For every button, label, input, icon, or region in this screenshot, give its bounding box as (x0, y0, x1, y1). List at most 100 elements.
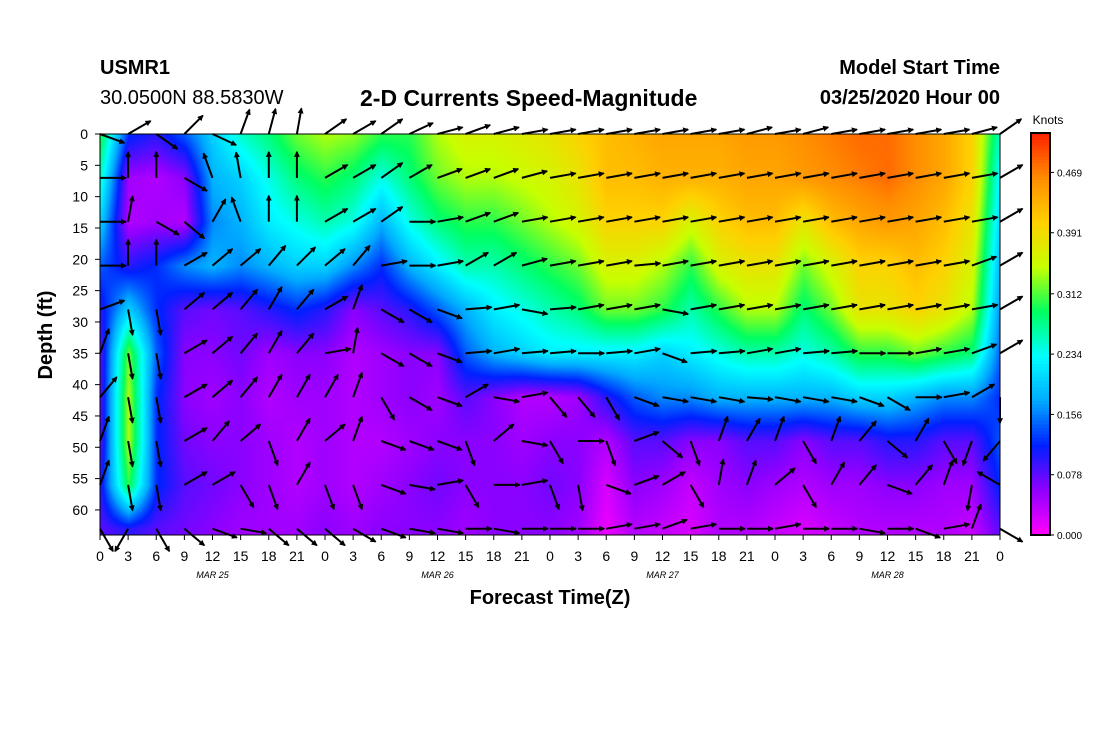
current-vector-arrow (127, 353, 135, 380)
current-vector-arrow (859, 396, 885, 408)
current-vector-arrow (718, 215, 746, 223)
current-vector-arrow (127, 397, 135, 424)
current-vector-arrow (211, 471, 236, 486)
y-tick-label: 0 (80, 126, 88, 142)
current-vector-arrow (999, 295, 1024, 311)
colorbar-segment (1031, 411, 1050, 415)
colorbar-segment (1031, 283, 1050, 288)
current-vector-arrow (999, 527, 1024, 543)
colorbar-segment (1031, 514, 1050, 519)
y-tick-label: 10 (72, 189, 88, 205)
colorbar-segment (1031, 236, 1050, 241)
current-vector-arrow (465, 211, 492, 223)
current-vector-arrow (295, 107, 304, 135)
current-vector-arrow (718, 171, 746, 179)
current-vector-arrow (577, 484, 585, 512)
colorbar-tick-label: 0.000 (1057, 531, 1082, 542)
colorbar-segment (1031, 313, 1050, 318)
current-vector-arrow (437, 352, 463, 364)
current-vector-arrow (408, 396, 433, 412)
colorbar-segment (1031, 488, 1050, 493)
current-vector-arrow (943, 127, 971, 135)
colorbar-segment (1031, 159, 1050, 164)
current-vector-arrow (352, 120, 377, 135)
y-tick-label: 60 (72, 502, 88, 518)
current-vector-arrow (717, 415, 729, 442)
current-vector-arrow (774, 171, 802, 179)
colorbar-segment (1031, 149, 1050, 154)
current-vector-arrow (971, 302, 999, 311)
colorbar-tick-label: 0.391 (1057, 229, 1082, 240)
current-vector-arrow (296, 332, 315, 354)
current-vector-arrow (887, 483, 913, 495)
colorbar-segment (1031, 146, 1050, 151)
current-vector-arrow (380, 118, 404, 135)
current-vector-arrow (887, 127, 915, 135)
current-vector-arrow (662, 396, 690, 404)
current-vector-arrow (999, 339, 1024, 355)
current-vector-arrow (662, 518, 688, 530)
colorbar-segment (1031, 407, 1050, 412)
current-vector-arrow (267, 373, 283, 398)
colorbar-segment (1031, 297, 1050, 302)
current-vector-arrow (746, 302, 774, 311)
current-vector-arrow (212, 527, 238, 539)
current-vector-arrow (634, 430, 660, 442)
colorbar-segment (1031, 256, 1050, 261)
colorbar-segment (1031, 193, 1050, 198)
current-vector-arrow (606, 302, 633, 311)
colorbar-segment (1031, 528, 1050, 533)
current-vector-arrow (971, 125, 998, 135)
current-vector-arrow (549, 215, 577, 223)
colorbar-segment (1031, 223, 1050, 228)
current-vector-arrow (887, 215, 915, 223)
current-vector-arrow (690, 348, 718, 355)
colorbar-segment (1031, 494, 1050, 499)
current-vector-arrow (886, 396, 911, 412)
current-vector-arrow (267, 440, 279, 467)
colorbar-segment (1031, 210, 1050, 214)
colorbar-segment (1031, 524, 1050, 529)
current-vector-arrow (352, 207, 377, 223)
current-vector-arrow (577, 396, 596, 418)
colorbar-segment (1031, 246, 1050, 251)
current-vector-arrow (634, 302, 661, 311)
colorbar-segment (1031, 347, 1050, 352)
colorbar-tick-label: 0.234 (1057, 350, 1082, 361)
current-vector-arrow (717, 458, 726, 486)
current-vector-arrow (859, 127, 886, 135)
current-vector-arrow (971, 343, 998, 355)
current-vector-arrow (408, 164, 433, 179)
current-vector-arrow (99, 133, 126, 145)
colorbar-segment (1031, 263, 1050, 268)
colorbar-segment (1031, 508, 1050, 513)
x-tick-label: 0 (546, 548, 554, 564)
colorbar-segment (1031, 457, 1050, 462)
colorbar-segment (1031, 394, 1050, 399)
colorbar-segment (1031, 226, 1050, 231)
current-vector-arrow (774, 259, 802, 267)
current-vector-arrow (549, 484, 561, 511)
current-vector-arrow (521, 348, 549, 355)
colorbar-segment (1031, 327, 1050, 332)
colorbar-segment (1031, 447, 1050, 452)
model-start-label: Model Start Time (839, 57, 1000, 79)
current-vector-arrow (549, 127, 577, 135)
current-vector-arrow (746, 125, 773, 135)
current-vector-arrow (155, 528, 171, 553)
current-vector-arrow (662, 171, 690, 179)
colorbar-segment (1031, 471, 1050, 476)
colorbar-segment (1031, 133, 1050, 137)
colorbar-segment (1031, 384, 1050, 389)
current-vector-arrow (465, 348, 493, 355)
colorbar-segment (1031, 233, 1050, 238)
current-vector-arrow (943, 346, 971, 355)
current-vector-arrow (943, 390, 971, 399)
current-vector-arrow (606, 215, 633, 223)
current-vector-arrow (380, 527, 407, 539)
current-vector-arrow (239, 108, 251, 135)
colorbar-segment (1031, 478, 1050, 482)
x-tick-label: 15 (458, 548, 474, 564)
current-vector-arrow (437, 527, 465, 536)
colorbar-segment (1031, 317, 1050, 322)
